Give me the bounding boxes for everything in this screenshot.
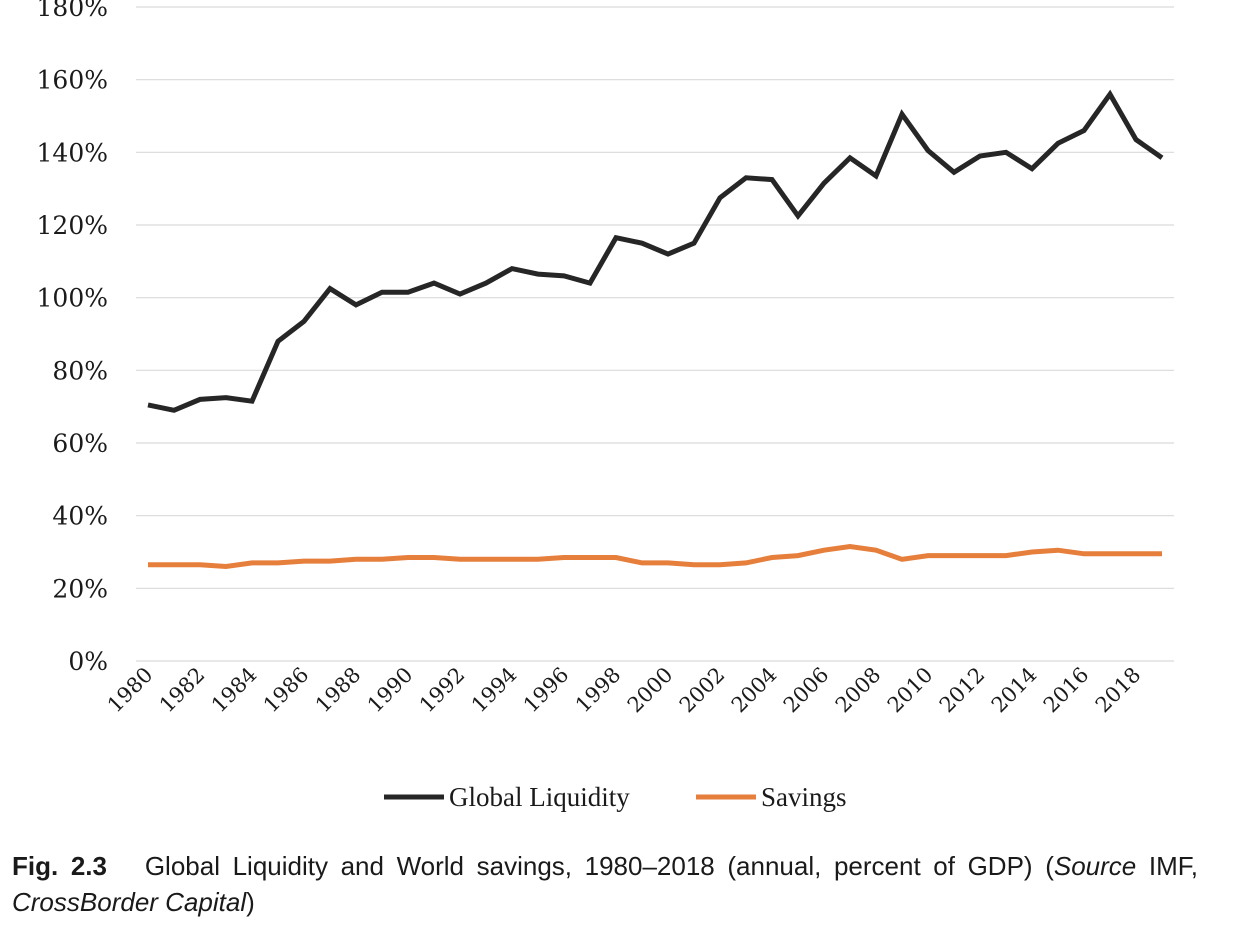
x-tick-label: 1998 <box>571 663 626 718</box>
y-tick-label: 0% <box>68 647 108 676</box>
x-tick-label: 2008 <box>831 663 886 718</box>
x-tick-label: 2016 <box>1039 663 1094 718</box>
x-tick-label: 1988 <box>311 663 366 718</box>
y-tick-label: 180% <box>37 0 108 22</box>
x-tick-label: 1982 <box>155 663 210 718</box>
series-lines <box>147 89 1164 570</box>
x-tick-label: 1990 <box>363 663 418 718</box>
x-tick-label: 1996 <box>519 663 574 718</box>
y-tick-label: 80% <box>52 356 108 385</box>
series-line-1 <box>148 543 1162 570</box>
caption-text: Global Liquidity and World savings, 1980… <box>144 851 1033 881</box>
x-tick-label: 1994 <box>467 663 522 718</box>
x-axis-ticks: 1980198219841986198819901992199419961998… <box>103 663 1146 718</box>
source-org: IMF, <box>1148 851 1198 881</box>
y-tick-label: 140% <box>37 138 108 167</box>
y-axis-ticks: 0% 20% 40% 60% 80% 100% 120% 140% 160% 180% <box>37 0 108 676</box>
y-tick-label: 40% <box>52 502 108 531</box>
x-tick-label: 2010 <box>883 663 938 718</box>
x-tick-label: 2018 <box>1091 663 1146 718</box>
legend: Global Liquidity Savings <box>384 782 847 812</box>
line-chart: 0%20%40%60%80%100%120%140%160%180% 19801… <box>37 0 1174 812</box>
series-line-0 <box>147 89 1164 413</box>
gridlines <box>136 6 1174 662</box>
x-tick-label: 1986 <box>259 663 314 718</box>
legend-label-0: Global Liquidity <box>449 782 630 812</box>
x-tick-label: 1980 <box>103 663 158 718</box>
x-tick-label: 1992 <box>415 663 470 718</box>
y-tick-label: 60% <box>52 429 108 458</box>
x-tick-label: 2014 <box>987 663 1042 718</box>
legend-label-1: Savings <box>761 782 847 812</box>
x-tick-label: 2006 <box>779 663 834 718</box>
x-tick-label: 2000 <box>623 663 678 718</box>
x-tick-label: 2004 <box>727 663 782 718</box>
y-tick-label: 160% <box>37 66 108 95</box>
source-word: Source <box>1053 851 1137 881</box>
y-tick-label: 100% <box>37 284 108 313</box>
x-tick-label: 2002 <box>675 663 730 718</box>
x-tick-label: 1984 <box>207 663 262 718</box>
caption-open-paren: ( <box>1045 851 1054 881</box>
y-tick-label: 20% <box>52 574 108 603</box>
figure-label: Fig. 2.3 <box>12 851 107 881</box>
source-company: CrossBorder Capital <box>12 887 247 917</box>
y-tick-label: 120% <box>37 211 108 240</box>
figure-caption: Fig. 2.3 Global Liquidity and World savi… <box>12 848 1198 920</box>
x-tick-label: 2012 <box>935 663 990 718</box>
caption-close-paren: ) <box>246 887 255 917</box>
